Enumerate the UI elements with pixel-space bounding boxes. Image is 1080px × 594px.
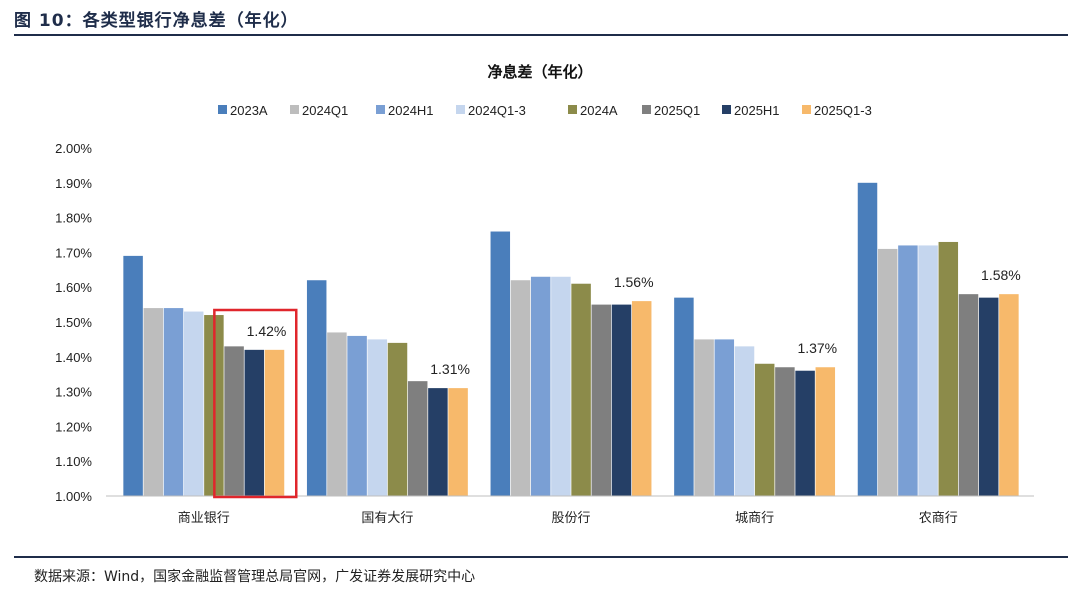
legend-swatch xyxy=(456,105,465,114)
legend: 2023A 2024Q1 2024H1 2024Q1-3 2024A 2025Q1 2025… xyxy=(218,103,872,118)
bar xyxy=(367,339,388,496)
header-divider xyxy=(14,34,1068,36)
data-label: 1.56% xyxy=(614,274,654,290)
bar xyxy=(183,311,204,496)
x-tick-label: 农商行 xyxy=(919,511,958,526)
bar xyxy=(958,294,979,496)
bar xyxy=(611,304,632,496)
bar xyxy=(734,346,755,496)
bar-chart: 净息差（年化） 2023A 2024Q1 2024H1 2024Q1-3 2024A 20… xyxy=(55,63,1034,526)
highlight-box xyxy=(213,308,298,499)
footer-divider xyxy=(14,556,1068,558)
bar xyxy=(224,346,244,496)
y-tick-label: 1.00% xyxy=(55,489,92,504)
bar xyxy=(327,332,347,496)
y-tick-label: 2.00% xyxy=(55,141,92,156)
x-tick-label: 城商行 xyxy=(735,511,774,526)
bar xyxy=(898,245,918,496)
data-label: 1.58% xyxy=(981,267,1021,283)
y-tick-label: 1.50% xyxy=(55,315,92,330)
bar xyxy=(163,308,184,496)
bar xyxy=(347,335,367,496)
bar xyxy=(674,297,694,496)
chart-title: 净息差（年化） xyxy=(487,63,592,81)
bar xyxy=(978,297,999,496)
bar xyxy=(490,231,511,496)
bar xyxy=(938,241,959,496)
x-tick-label: 商业银行 xyxy=(178,511,230,526)
highlight-rect xyxy=(213,308,298,499)
legend-swatch xyxy=(568,105,577,114)
bar xyxy=(775,367,795,496)
bar xyxy=(999,294,1019,496)
bar xyxy=(407,381,428,496)
y-tick-label: 1.30% xyxy=(55,385,92,400)
figure-header: 图 10：各类型银行净息差（年化） xyxy=(14,11,299,31)
legend-swatch xyxy=(218,105,227,114)
legend-swatch xyxy=(802,105,811,114)
bar xyxy=(244,349,265,496)
legend-label: 2024A xyxy=(580,103,618,118)
legend-label: 2025H1 xyxy=(734,103,780,118)
bar xyxy=(591,304,612,496)
x-tick-label: 国有大行 xyxy=(361,511,413,526)
bar xyxy=(448,388,468,496)
bar xyxy=(795,370,815,496)
legend-label: 2024H1 xyxy=(388,103,434,118)
data-labels: 1.42% 1.31% 1.56% 1.37% 1.58% xyxy=(247,267,1021,377)
legend-swatch xyxy=(722,105,731,114)
y-tick-label: 1.60% xyxy=(55,280,92,295)
bar xyxy=(428,388,448,496)
bars xyxy=(123,182,1019,497)
y-tick-label: 1.70% xyxy=(55,245,92,260)
legend-swatch xyxy=(290,105,299,114)
y-tick-label: 1.20% xyxy=(55,419,92,434)
legend-label: 2024Q1 xyxy=(302,103,348,118)
y-tick-label: 1.10% xyxy=(55,454,92,469)
bar xyxy=(571,283,591,496)
bar xyxy=(877,248,898,496)
bar xyxy=(123,255,143,496)
legend-label: 2023A xyxy=(230,103,268,118)
bar xyxy=(815,367,836,496)
bar xyxy=(510,280,531,496)
data-label: 1.31% xyxy=(430,361,470,377)
bar xyxy=(387,342,408,496)
bar xyxy=(694,339,714,496)
source-note: 数据来源：Wind，国家金融监督管理总局官网，广发证券发展研究中心 xyxy=(34,569,476,585)
legend-label: 2025Q1 xyxy=(654,103,700,118)
y-tick-label: 1.90% xyxy=(55,176,92,191)
bar xyxy=(714,339,735,496)
legend-label: 2025Q1-3 xyxy=(814,103,872,118)
bar xyxy=(264,349,285,496)
legend-label: 2024Q1-3 xyxy=(468,103,526,118)
y-tick-label: 1.80% xyxy=(55,211,92,226)
bar xyxy=(551,276,571,496)
y-axis: 1.00% 1.10% 1.20% 1.30% 1.40% 1.50% 1.60% 1.70%… xyxy=(55,141,92,504)
y-tick-label: 1.40% xyxy=(55,350,92,365)
bar xyxy=(143,308,164,496)
bar xyxy=(754,363,775,496)
bar xyxy=(918,245,938,496)
x-tick-label: 股份行 xyxy=(551,511,590,526)
bar xyxy=(857,182,878,497)
bar xyxy=(306,280,327,496)
bar xyxy=(530,276,551,496)
data-label: 1.42% xyxy=(247,323,287,339)
legend-swatch xyxy=(376,105,385,114)
x-axis: 商业银行 国有大行 股份行 城商行 农商行 xyxy=(106,495,1034,526)
legend-swatch xyxy=(642,105,651,114)
bar xyxy=(631,301,652,496)
data-label: 1.37% xyxy=(797,340,837,356)
